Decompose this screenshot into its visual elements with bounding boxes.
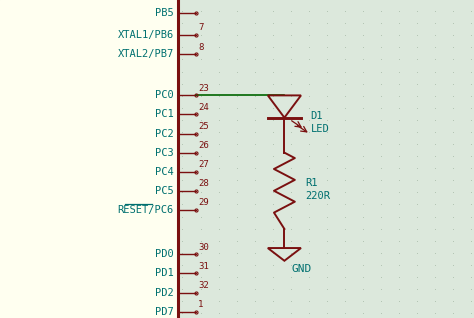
Text: XTAL2/PB7: XTAL2/PB7 [118,49,174,59]
Text: 23: 23 [198,84,209,93]
Text: PC4: PC4 [155,167,174,177]
Text: 24: 24 [198,103,209,112]
Text: PC5: PC5 [155,186,174,196]
Text: 8: 8 [198,43,203,52]
Text: 220R: 220R [306,190,331,201]
Text: PC2: PC2 [155,128,174,139]
Text: PD0: PD0 [155,249,174,259]
Text: D1: D1 [310,111,323,121]
Text: PC0: PC0 [155,90,174,100]
Text: 25: 25 [198,122,209,131]
Text: LED: LED [310,124,329,134]
Text: 28: 28 [198,179,209,188]
Text: 26: 26 [198,141,209,150]
Bar [0,0,178,318]
Text: PC1: PC1 [155,109,174,120]
Text: GND: GND [292,264,312,274]
Text: XTAL1/PB6: XTAL1/PB6 [118,30,174,40]
Text: 30: 30 [198,243,209,252]
Text: PD7: PD7 [155,307,174,317]
Text: 1: 1 [198,300,203,309]
Text: PB5: PB5 [155,8,174,18]
Text: R1: R1 [306,178,318,188]
Text: 27: 27 [198,160,209,169]
Text: PD1: PD1 [155,268,174,279]
Text: PC3: PC3 [155,148,174,158]
Text: PD2: PD2 [155,287,174,298]
Text: 32: 32 [198,281,209,290]
Text: 7: 7 [198,24,203,32]
Text: RESET/PC6: RESET/PC6 [118,205,174,215]
Text: 31: 31 [198,262,209,271]
Text: 29: 29 [198,198,209,207]
